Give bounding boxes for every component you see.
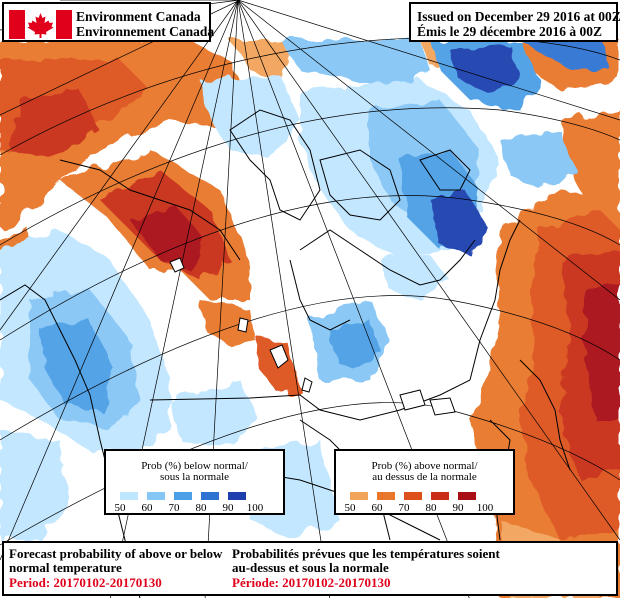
below-tick-90: 90 — [222, 502, 234, 514]
issued-date-box: Issued on December 29 2016 at 00Z Émis l… — [409, 2, 620, 42]
above-swatch-1 — [377, 492, 395, 500]
below-tick-80: 80 — [195, 502, 207, 514]
above-tick-90: 90 — [452, 502, 464, 514]
below-tick-60: 60 — [141, 502, 153, 514]
caption-en-line1: Forecast probability of above or below — [9, 546, 223, 561]
issued-date-fr: Émis le 29 décembre 2016 à 00Z — [417, 24, 602, 39]
above-swatch-0 — [350, 492, 368, 500]
above-tick-50: 50 — [344, 502, 356, 514]
below-swatch-0 — [120, 492, 138, 500]
below-tick-50: 50 — [114, 502, 126, 514]
legend-below-title-en: Prob (%) below normal/ — [141, 460, 248, 472]
above-swatch-4 — [458, 492, 476, 500]
issued-date-en: Issued on December 29 2016 at 00Z — [417, 9, 620, 24]
caption-fr-line1: Probabilités prévues que les température… — [232, 546, 500, 561]
caption-box: Forecast probability of above or below n… — [2, 541, 618, 596]
below-tick-100: 100 — [246, 502, 264, 514]
agency-name-fr: Environnement Canada — [76, 24, 215, 39]
legend-above-title-en: Prob (%) above normal/ — [371, 460, 478, 472]
legend-below-normal: Prob (%) below normal/ sous la normale 5… — [104, 449, 285, 515]
above-swatch-2 — [404, 492, 422, 500]
agency-name-en: Environment Canada — [76, 9, 201, 24]
below-swatch-3 — [201, 492, 219, 500]
above-tick-80: 80 — [425, 502, 437, 514]
below-swatch-4 — [228, 492, 246, 500]
caption-fr-line2: au-dessus et sous la normale — [232, 560, 389, 575]
caption-en-line2: normal temperature — [9, 560, 122, 575]
legend-below-title-fr: sous la normale — [159, 471, 230, 483]
lakes — [169, 257, 456, 416]
below-swatch-1 — [147, 492, 165, 500]
below-tick-70: 70 — [168, 502, 180, 514]
above-tick-70: 70 — [398, 502, 410, 514]
canada-flag-icon — [9, 10, 72, 39]
caption-fr-period: Période: 20170102-20170130 — [232, 575, 391, 590]
above-swatch-3 — [431, 492, 449, 500]
caption-en-period: Period: 20170102-20170130 — [9, 575, 162, 590]
legend-above-normal: Prob (%) above normal/ au dessus de la n… — [334, 449, 515, 515]
legend-above-title-fr: au dessus de la normale — [372, 471, 477, 483]
agency-title-box: Environment Canada Environnement Canada — [2, 2, 215, 42]
below-swatch-2 — [174, 492, 192, 500]
above-tick-100: 100 — [476, 502, 494, 514]
above-tick-60: 60 — [371, 502, 383, 514]
